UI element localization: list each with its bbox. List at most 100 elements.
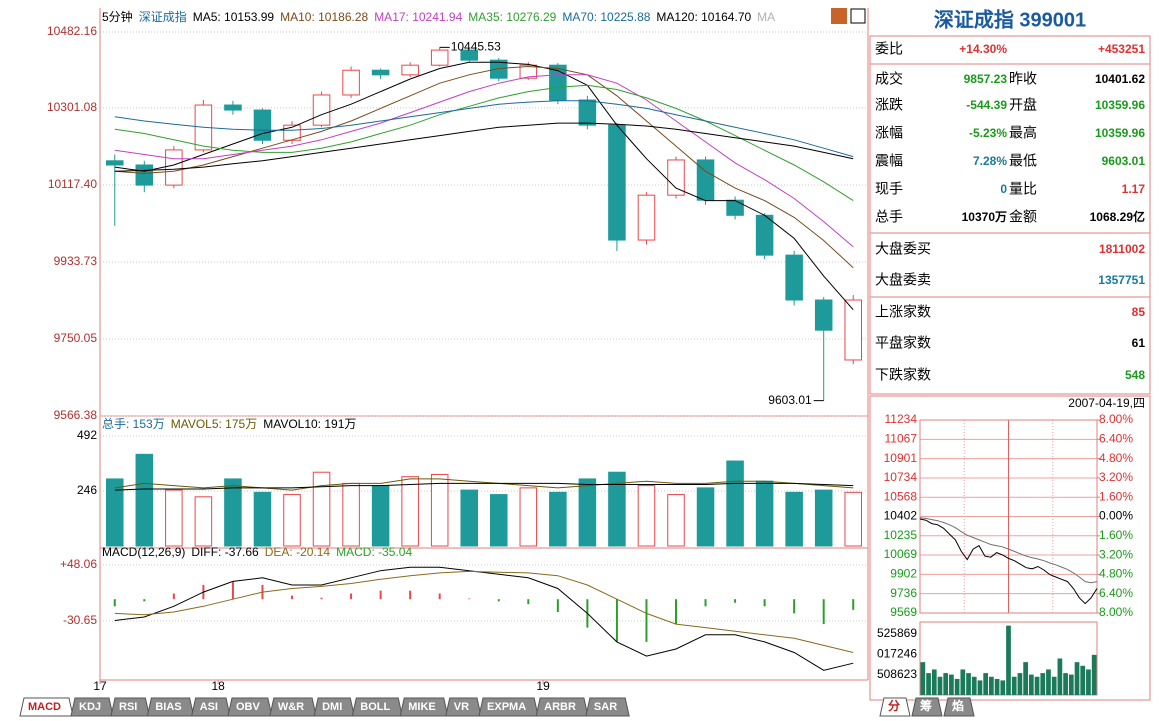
candle-body (844, 299, 863, 361)
tab-label[interactable]: BIAS (155, 701, 181, 713)
quote-label: 涨幅 (875, 125, 903, 141)
tab[interactable] (351, 697, 403, 717)
candle-body (755, 214, 774, 256)
tab-label[interactable]: OBV (236, 701, 261, 713)
y-tick-label: 9569 (890, 605, 917, 619)
tab[interactable] (879, 697, 911, 717)
tab[interactable] (399, 697, 449, 717)
volume-bar (1051, 676, 1057, 695)
y-tick-label: 9566.38 (54, 408, 98, 422)
ma-line (114, 84, 854, 202)
quote-value: 548 (1125, 368, 1145, 382)
quote-label: 最高 (1009, 125, 1037, 141)
quote-title: 深证成指 399001 (934, 7, 1086, 31)
volume-bar (977, 680, 983, 695)
y2-tick-label: 1.60% (1099, 528, 1133, 542)
volume-bar (105, 478, 124, 547)
legend-entry: MA120: 10164.70 (656, 10, 751, 24)
tab-label[interactable]: KDJ (79, 701, 101, 713)
y2-tick-label: 3.20% (1099, 547, 1133, 561)
tab-label[interactable]: ARBR (544, 701, 576, 713)
legend-entry: 5分钟 (102, 9, 133, 24)
ma-line (114, 74, 854, 248)
volume-bar (194, 496, 213, 547)
date-label: 2007-04-19,四 (1068, 396, 1145, 410)
tab-label[interactable]: EXPMA (487, 701, 526, 713)
quote-value: +453251 (1098, 42, 1145, 56)
tab[interactable] (70, 697, 114, 717)
tab-label[interactable]: 焰 (952, 698, 964, 713)
volume-bar (1028, 674, 1034, 695)
candle-body (608, 124, 626, 241)
quote-value: -544.39 (966, 98, 1007, 112)
y-tick-label: 9933.73 (54, 254, 98, 268)
quote-value: 85 (1132, 305, 1146, 319)
volume-bar (971, 676, 977, 695)
quote-label: 开盘 (1009, 97, 1037, 113)
tab[interactable] (110, 697, 150, 717)
candle-body (430, 49, 449, 66)
legend-entry: MAVOL5: 175万 (171, 417, 258, 431)
volume-bar (983, 673, 989, 695)
tab[interactable] (535, 697, 589, 717)
quote-value: 1811002 (1099, 242, 1145, 256)
y-tick-label: 9750.05 (54, 331, 98, 345)
quote-value: 9857.23 (964, 72, 1008, 86)
candle-body (726, 199, 744, 216)
y-tick-label: 9736 (890, 586, 917, 600)
quote-label: 平盘家数 (875, 335, 931, 351)
tab-label[interactable]: W&R (278, 701, 304, 713)
tab[interactable] (585, 697, 630, 717)
volume-bar (960, 669, 966, 695)
volume-bar (135, 453, 154, 547)
volume-bar (726, 460, 744, 547)
tab[interactable] (227, 697, 273, 717)
quote-value: -5.23% (969, 126, 1007, 140)
quote-label: 上涨家数 (875, 304, 931, 320)
y2-tick-label: 6.40% (1099, 431, 1133, 445)
candle-body (667, 159, 685, 196)
tab[interactable] (191, 697, 231, 717)
tab[interactable] (445, 697, 482, 717)
tab-label[interactable]: MACD (28, 701, 61, 713)
volume-bar (989, 676, 994, 695)
volume-bar (489, 494, 508, 547)
y2-tick-label: 1.60% (1099, 489, 1133, 503)
candle-body (637, 194, 656, 241)
quote-value: 61 (1132, 336, 1146, 350)
tab-label[interactable]: BOLL (360, 701, 390, 713)
y-tick-label: 492 (77, 428, 97, 442)
tab-label[interactable]: SAR (594, 701, 617, 713)
quote-value: 10359.96 (1095, 98, 1145, 112)
y-tick-label: 246 (77, 483, 97, 497)
tab-label[interactable]: MIKE (408, 701, 436, 713)
candle-body (460, 49, 479, 61)
tab-label[interactable]: VR (454, 701, 469, 713)
volume-bar (1017, 673, 1023, 695)
tab[interactable] (911, 697, 943, 717)
volume-bar (371, 485, 390, 547)
tab-label[interactable]: RSI (119, 701, 137, 713)
y2-tick-label: 3.20% (1099, 470, 1133, 484)
quote-label: 大盘委买 (875, 241, 931, 257)
candle-body (401, 64, 419, 76)
volume-bar (1034, 676, 1040, 695)
quote-value: 10359.96 (1095, 126, 1145, 140)
tab[interactable] (19, 697, 74, 717)
tab[interactable] (313, 697, 355, 717)
tab[interactable] (269, 697, 317, 717)
tab-label[interactable]: ASI (200, 701, 218, 713)
tab-label[interactable]: DMI (322, 701, 342, 713)
icon[interactable] (850, 8, 866, 24)
legend-entry: DEA: -20.14 (265, 545, 331, 559)
volume-bar (844, 491, 863, 547)
tab[interactable] (943, 697, 975, 717)
tab-label[interactable]: 分 (888, 698, 900, 713)
tab-label[interactable]: 筹 (920, 698, 932, 713)
tab[interactable] (146, 697, 195, 717)
tab[interactable] (478, 697, 539, 717)
icon[interactable] (831, 8, 847, 24)
volume-bar (1040, 673, 1046, 695)
legend-entry: MA70: 10225.88 (562, 10, 650, 24)
y-tick-label: 10734 (884, 470, 918, 484)
